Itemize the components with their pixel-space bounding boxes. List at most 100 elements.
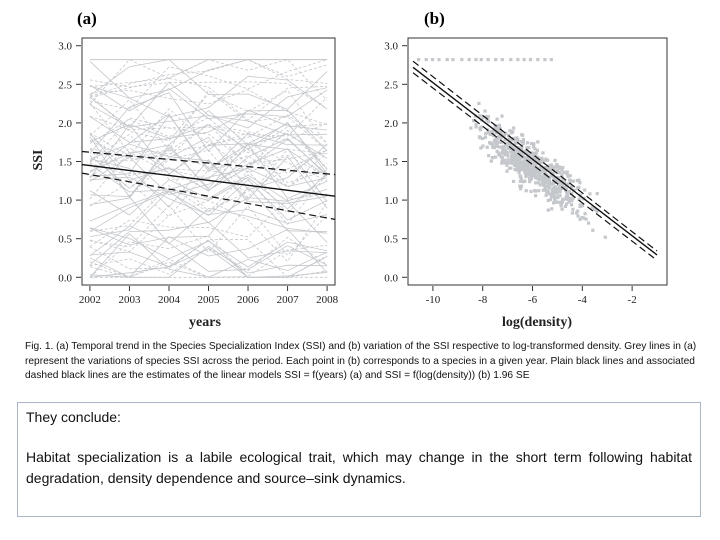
data-point	[521, 137, 525, 142]
data-point	[506, 133, 511, 137]
data-point	[577, 178, 581, 182]
data-point	[519, 184, 524, 188]
data-point	[519, 177, 523, 181]
data-point	[528, 158, 532, 162]
data-point	[565, 202, 569, 206]
data-point	[507, 137, 512, 141]
panel-b-points	[417, 58, 607, 239]
data-point	[546, 208, 550, 212]
fit-line	[412, 66, 658, 256]
species-line	[89, 174, 328, 216]
data-point	[486, 58, 490, 62]
data-point	[500, 114, 504, 118]
data-point	[519, 167, 523, 171]
data-point	[516, 166, 520, 170]
species-line	[89, 132, 328, 192]
data-point	[553, 185, 557, 189]
data-point	[560, 168, 564, 172]
data-point	[490, 156, 495, 160]
panel-a-x-tick-label: 2005	[198, 294, 221, 306]
data-point	[545, 158, 549, 162]
lower-ci-line	[412, 72, 658, 261]
data-point	[552, 188, 556, 192]
data-point	[487, 131, 491, 135]
data-point	[534, 167, 539, 172]
panel-a-axes: 2002 2003 2004 2005 2006 2007 2008 0.0 0.5 1.0 1.…	[58, 41, 338, 306]
data-point	[582, 216, 586, 220]
data-point	[483, 109, 487, 113]
species-line	[89, 156, 328, 209]
data-point	[562, 170, 566, 174]
data-point	[529, 177, 533, 181]
data-point	[518, 179, 522, 183]
species-line	[89, 59, 328, 105]
data-point	[532, 145, 536, 149]
data-point	[516, 58, 520, 62]
data-point	[481, 115, 485, 120]
data-point	[552, 201, 556, 205]
data-point	[521, 154, 525, 158]
species-line	[89, 143, 328, 205]
data-point	[493, 155, 498, 159]
data-point	[501, 145, 505, 149]
data-point	[501, 151, 505, 155]
data-point	[543, 188, 547, 192]
panel-a-x-tick-label: 2007	[277, 294, 300, 306]
data-point	[516, 162, 520, 166]
data-point	[578, 181, 582, 185]
data-point	[539, 175, 543, 179]
data-point	[576, 209, 580, 213]
panel-a-y-axis-title: SSI	[31, 149, 46, 170]
data-point	[499, 130, 503, 134]
data-point	[460, 58, 464, 62]
data-point	[580, 216, 584, 220]
data-point	[513, 158, 517, 162]
data-point	[551, 186, 555, 190]
data-point	[507, 166, 511, 170]
data-point	[543, 58, 547, 62]
data-point	[546, 198, 550, 203]
data-point	[500, 58, 504, 62]
panel-a: (a) 2002 2003 2004 2005 2006 2007 2008 0.0 0.5 1…	[31, 9, 339, 330]
data-point	[567, 200, 571, 204]
data-point	[469, 126, 473, 130]
data-point	[595, 208, 599, 212]
panel-a-x-axis-title: years	[189, 315, 221, 330]
data-point	[559, 202, 563, 206]
data-point	[524, 168, 528, 172]
data-point	[542, 171, 546, 175]
panel-b-y-tick-label: 2.5	[384, 79, 398, 91]
data-point	[489, 130, 493, 134]
data-point	[578, 217, 582, 221]
data-point	[533, 189, 537, 193]
data-point	[487, 120, 491, 124]
data-point	[543, 176, 547, 180]
species-line	[89, 92, 328, 154]
data-point	[506, 158, 510, 162]
data-point	[533, 166, 537, 170]
data-point	[542, 174, 546, 178]
figure: (a) 2002 2003 2004 2005 2006 2007 2008 0.0 0.5 1…	[31, 9, 668, 330]
conclusion-box: They conclude: Habitat specialization is…	[17, 402, 701, 517]
data-point	[527, 170, 531, 174]
panel-b-y-tick-label: 0.0	[384, 272, 398, 284]
species-line	[89, 163, 328, 193]
species-line	[89, 59, 328, 97]
data-point	[521, 164, 525, 168]
data-point	[540, 160, 544, 164]
data-point	[494, 143, 498, 147]
data-point	[505, 169, 509, 173]
data-point	[500, 159, 504, 163]
data-point	[474, 125, 478, 129]
data-point	[530, 167, 534, 171]
data-point	[566, 174, 570, 178]
species-line	[89, 221, 328, 266]
data-point	[549, 163, 553, 167]
species-line	[89, 97, 328, 137]
panel-a-y-ticks: 0.0 0.5 1.0 1.5 2.0 2.5 3.0	[58, 41, 81, 284]
species-line	[89, 89, 328, 126]
data-point	[547, 182, 551, 186]
data-point	[526, 161, 530, 165]
data-point	[537, 189, 541, 193]
data-point	[560, 184, 564, 189]
